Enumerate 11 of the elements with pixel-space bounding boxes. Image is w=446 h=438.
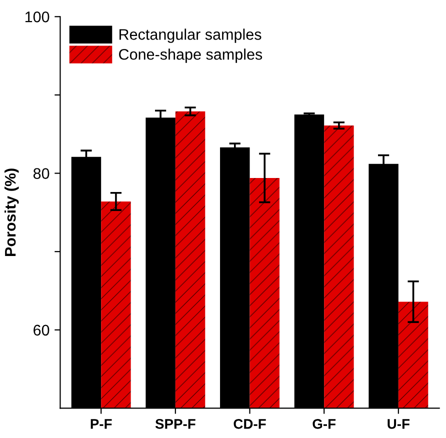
y-tick-label: 80 [33,168,50,179]
x-tick-label: CD-F [234,419,266,429]
legend-label: Rectangular samples [120,28,262,43]
x-tick-label: SPP-F [155,419,196,429]
legend-label: Cone-shape samples [119,48,262,63]
x-tick-label: P-F [90,419,112,429]
x-tick-label: U-F [388,419,410,429]
y-tick-label: 60 [34,324,50,336]
x-tick-label: G-F [312,419,336,429]
y-axis-title: Porosity (%) [4,168,19,256]
y-tick-label: 100 [25,12,50,22]
